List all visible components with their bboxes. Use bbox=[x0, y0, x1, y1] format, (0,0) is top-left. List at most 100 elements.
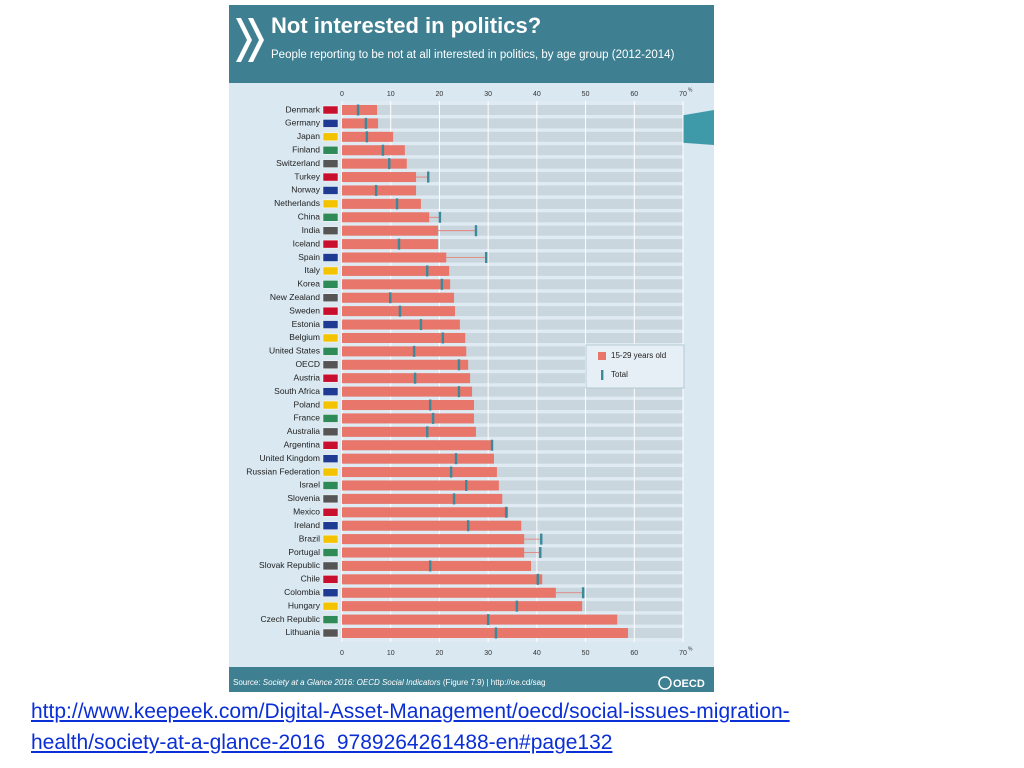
row-band bbox=[342, 172, 683, 183]
flag bbox=[322, 145, 339, 155]
total-marker bbox=[484, 252, 488, 264]
x-tick-label: 10 bbox=[387, 91, 395, 98]
logo-text: OECD bbox=[673, 678, 705, 690]
y-tick-label: Norway bbox=[291, 185, 321, 195]
x-tick-label: 70 bbox=[679, 650, 687, 657]
total-marker bbox=[581, 587, 585, 599]
link[interactable]: health/society-at-a-glance-2016_97892642… bbox=[31, 731, 613, 754]
y-tick-label: Spain bbox=[298, 252, 320, 262]
y-tick-label: Iceland bbox=[293, 238, 321, 248]
row-band bbox=[342, 306, 683, 317]
y-tick-label: Australia bbox=[287, 426, 320, 436]
bar bbox=[342, 534, 525, 545]
flag bbox=[322, 347, 339, 356]
bar bbox=[342, 346, 467, 357]
flag bbox=[322, 266, 339, 276]
flag bbox=[322, 467, 339, 477]
y-tick-label: Slovak Republic bbox=[259, 560, 321, 570]
flag bbox=[322, 454, 339, 463]
y-tick-label: Japan bbox=[297, 131, 320, 141]
total-marker bbox=[457, 386, 461, 398]
flag bbox=[322, 213, 339, 222]
flag bbox=[322, 508, 339, 517]
total-marker bbox=[419, 319, 423, 331]
total-marker bbox=[494, 627, 498, 639]
flag bbox=[322, 414, 339, 423]
total-marker bbox=[397, 238, 401, 250]
flag bbox=[322, 226, 339, 235]
total-marker bbox=[490, 439, 494, 451]
y-tick-label: Czech Republic bbox=[260, 614, 320, 624]
bar bbox=[342, 453, 494, 464]
bar bbox=[342, 252, 447, 263]
total-marker bbox=[449, 466, 453, 478]
flag bbox=[322, 534, 339, 544]
y-tick-label: Estonia bbox=[292, 319, 321, 329]
row-band bbox=[342, 467, 683, 478]
bar bbox=[342, 400, 475, 411]
total-marker bbox=[539, 547, 542, 559]
row-band bbox=[342, 346, 683, 357]
total-marker bbox=[504, 506, 508, 518]
flag bbox=[322, 186, 339, 195]
total-marker bbox=[452, 493, 456, 505]
total-marker bbox=[536, 573, 540, 585]
y-tick-label: Russian Federation bbox=[246, 466, 320, 476]
legend-label: Total bbox=[611, 370, 628, 379]
chart-subtitle: People reporting to be not at all intere… bbox=[271, 49, 675, 61]
row-band bbox=[342, 279, 683, 290]
row-band bbox=[342, 239, 683, 250]
flag bbox=[322, 561, 339, 571]
y-tick-label: Finland bbox=[292, 144, 320, 154]
y-tick-label: Colombia bbox=[284, 587, 320, 597]
x-tick-label: 20 bbox=[436, 650, 444, 657]
total-marker bbox=[441, 332, 445, 344]
bar bbox=[342, 225, 438, 236]
total-marker bbox=[389, 292, 392, 304]
flag bbox=[322, 481, 339, 490]
source-text: (Figure 7.9) | http://oe.cd/sag bbox=[441, 678, 546, 687]
total-marker bbox=[426, 426, 429, 438]
bar bbox=[342, 601, 583, 612]
flag bbox=[322, 628, 339, 638]
y-tick-label: Mexico bbox=[293, 507, 320, 517]
flag bbox=[322, 521, 339, 530]
y-tick-label: Poland bbox=[294, 399, 321, 409]
bar bbox=[342, 493, 503, 504]
bar bbox=[342, 265, 450, 276]
y-tick-label: South Africa bbox=[274, 386, 320, 396]
link[interactable]: http://www.keepeek.com/Digital-Asset-Man… bbox=[31, 700, 790, 723]
flag bbox=[322, 548, 339, 557]
row-band bbox=[342, 359, 683, 370]
x-tick-label: 60 bbox=[630, 91, 638, 98]
bar bbox=[342, 440, 492, 451]
total-marker bbox=[540, 533, 543, 545]
bar bbox=[342, 520, 522, 531]
flag bbox=[322, 400, 339, 410]
bar bbox=[342, 105, 378, 115]
flag bbox=[322, 575, 339, 584]
row-band bbox=[342, 480, 683, 491]
total-marker bbox=[457, 359, 461, 371]
logo-mark bbox=[658, 676, 672, 690]
y-tick-label: Austria bbox=[294, 372, 321, 382]
flag bbox=[322, 387, 339, 396]
flag bbox=[322, 159, 339, 168]
bar bbox=[342, 547, 525, 558]
total-marker bbox=[427, 171, 430, 183]
bar bbox=[342, 158, 407, 169]
flag bbox=[322, 306, 339, 316]
row-band bbox=[342, 118, 683, 129]
x-tick-label: 70 bbox=[679, 91, 687, 98]
bar bbox=[342, 239, 438, 250]
flag bbox=[322, 280, 339, 289]
x-tick-label: 40 bbox=[533, 650, 541, 657]
x-unit: % bbox=[688, 87, 693, 93]
bar bbox=[342, 359, 469, 370]
y-tick-label: Germany bbox=[285, 118, 321, 128]
total-marker bbox=[356, 104, 360, 116]
bar bbox=[342, 185, 417, 196]
x-tick-label: 0 bbox=[340, 650, 344, 657]
total-marker bbox=[486, 614, 490, 626]
flag bbox=[322, 132, 339, 142]
